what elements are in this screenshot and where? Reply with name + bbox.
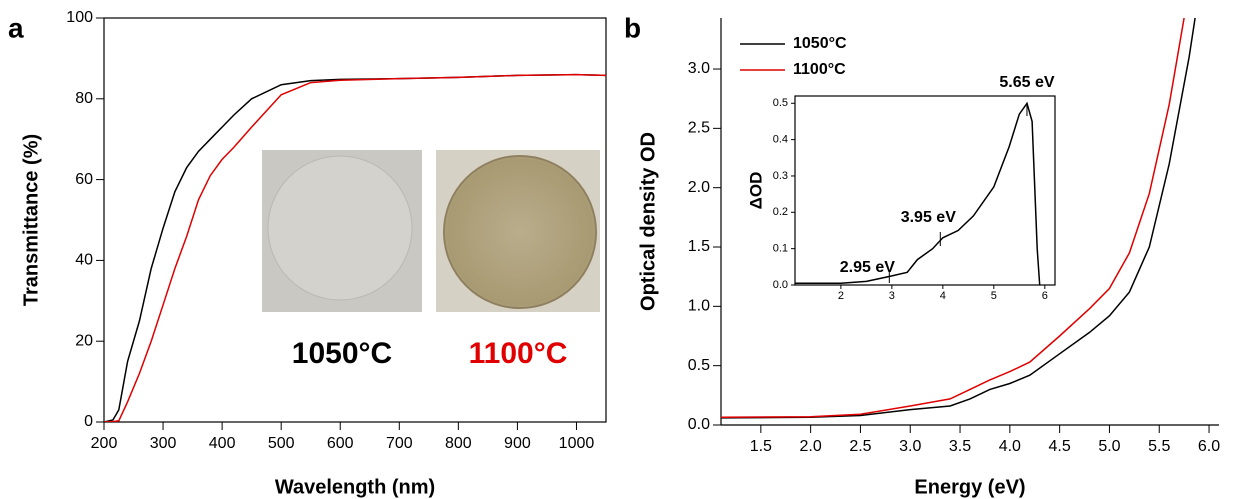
- panel-label: a: [8, 12, 24, 43]
- y-tick-label: 0.5: [773, 97, 788, 109]
- y-tick-label: 2.5: [688, 120, 710, 137]
- y-tick-label: 0.3: [773, 170, 788, 182]
- y-tick-label: 0.1: [773, 243, 788, 255]
- peak-label: 5.65 eV: [999, 74, 1054, 91]
- x-tick-label: 4: [940, 290, 946, 302]
- y-tick-label: 1.0: [688, 298, 710, 315]
- y-tick-label: 0.2: [773, 206, 788, 218]
- x-tick-label: 400: [209, 435, 236, 452]
- peak-label: 3.95 eV: [901, 209, 956, 226]
- y-tick-label: 40: [75, 252, 93, 269]
- x-tick-label: 800: [445, 435, 472, 452]
- x-tick-label: 2.5: [849, 438, 871, 455]
- x-tick-label: 600: [327, 435, 354, 452]
- panel-label: b: [624, 12, 641, 43]
- x-tick-label: 900: [504, 435, 531, 452]
- x-tick-label: 4.0: [999, 438, 1021, 455]
- x-axis-title: Wavelength (nm): [275, 476, 435, 498]
- y-tick-label: 3.0: [688, 60, 710, 77]
- x-tick-label: 700: [386, 435, 413, 452]
- y-axis-title: Transmittance (%): [20, 134, 42, 306]
- x-axis-title: Energy (eV): [914, 476, 1025, 498]
- x-tick-label: 2: [838, 290, 844, 302]
- y-tick-label: 1.5: [688, 238, 710, 255]
- series-line: [721, 17, 1196, 419]
- series-line: [795, 101, 1041, 285]
- y-tick-label: 20: [75, 332, 93, 349]
- x-tick-label: 5.0: [1098, 438, 1120, 455]
- legend-label: 1050°C: [793, 35, 847, 52]
- plot-frame: [794, 95, 1056, 286]
- x-tick-label: 4.5: [1049, 438, 1071, 455]
- y-tick-label: 0.0: [688, 416, 710, 433]
- x-tick-label: 500: [268, 435, 295, 452]
- photo-label: 1050°C: [292, 337, 392, 370]
- peak-label: 2.95 eV: [840, 259, 895, 276]
- x-tick-label: 3: [889, 290, 895, 302]
- x-tick-label: 2.0: [800, 438, 822, 455]
- legend-label: 1100°C: [793, 61, 846, 78]
- y-tick-label: 0.5: [688, 357, 710, 374]
- photo-disc: [267, 155, 413, 301]
- y-tick-label: 0: [84, 413, 93, 430]
- y-tick-label: 0.0: [773, 279, 788, 291]
- x-tick-label: 300: [150, 435, 177, 452]
- y-tick-label: 0.4: [773, 134, 788, 146]
- x-tick-label: 3.5: [949, 438, 971, 455]
- series-line: [104, 73, 606, 422]
- series-line: [721, 17, 1185, 419]
- plot-frame: [103, 17, 607, 423]
- x-tick-label: 1.5: [750, 438, 772, 455]
- x-tick-label: 3.0: [899, 438, 921, 455]
- y-axis-title: Optical density OD: [637, 132, 659, 311]
- y-tick-label: 60: [75, 171, 93, 188]
- x-tick-label: 5.5: [1148, 438, 1170, 455]
- y-tick-label: 2.0: [688, 179, 710, 196]
- x-tick-label: 1000: [559, 435, 595, 452]
- photo-label: 1100°C: [469, 337, 568, 370]
- y-axis-title: ΔOD: [746, 172, 765, 210]
- x-tick-label: 6: [1042, 290, 1048, 302]
- x-tick-label: 5: [991, 290, 997, 302]
- x-tick-label: 200: [91, 435, 118, 452]
- y-tick-label: 100: [66, 9, 93, 26]
- x-tick-label: 6.0: [1198, 438, 1220, 455]
- photo-disc: [443, 155, 597, 309]
- y-tick-label: 80: [75, 90, 93, 107]
